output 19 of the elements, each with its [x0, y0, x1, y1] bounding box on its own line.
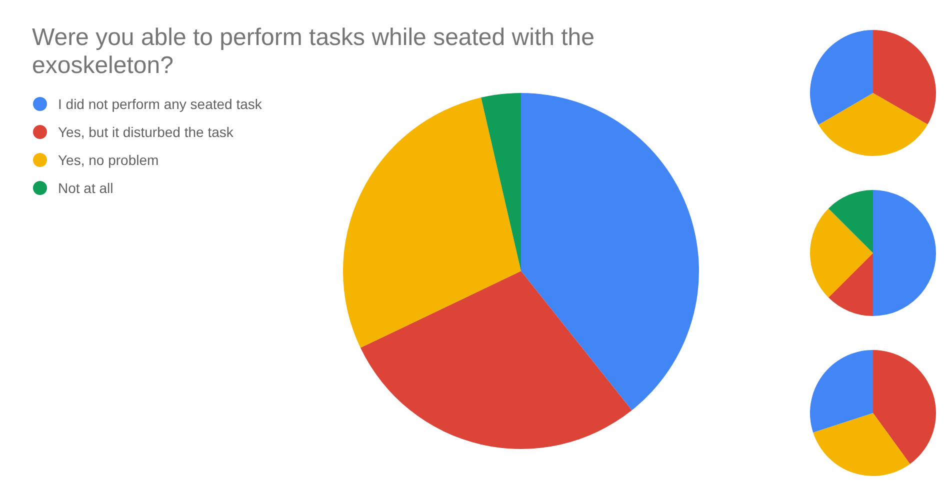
pie-slice: [828, 253, 873, 316]
pie-slice: [810, 30, 873, 125]
pie-slice: [343, 98, 521, 348]
pie-slice: [521, 93, 699, 410]
pie-slice: [481, 93, 521, 271]
pie-slice: [810, 208, 873, 298]
legend-label: Not at all: [58, 180, 114, 196]
pie-slice: [828, 190, 873, 253]
pie-slice: [873, 350, 936, 464]
pie-slice: [360, 271, 632, 449]
chart-title: Were you able to perform tasks while seated with the exoskeleton?: [32, 24, 596, 80]
pie-slice: [873, 190, 936, 316]
legend-label: I did not perform any seated task: [58, 96, 262, 112]
pie-slice: [873, 30, 936, 124]
pie-slice: [810, 350, 873, 432]
pie-slice: [813, 413, 910, 476]
legend-label: Yes, but it disturbed the task: [58, 124, 234, 140]
pie-slice: [818, 93, 928, 156]
legend-label: Yes, no problem: [58, 152, 159, 168]
